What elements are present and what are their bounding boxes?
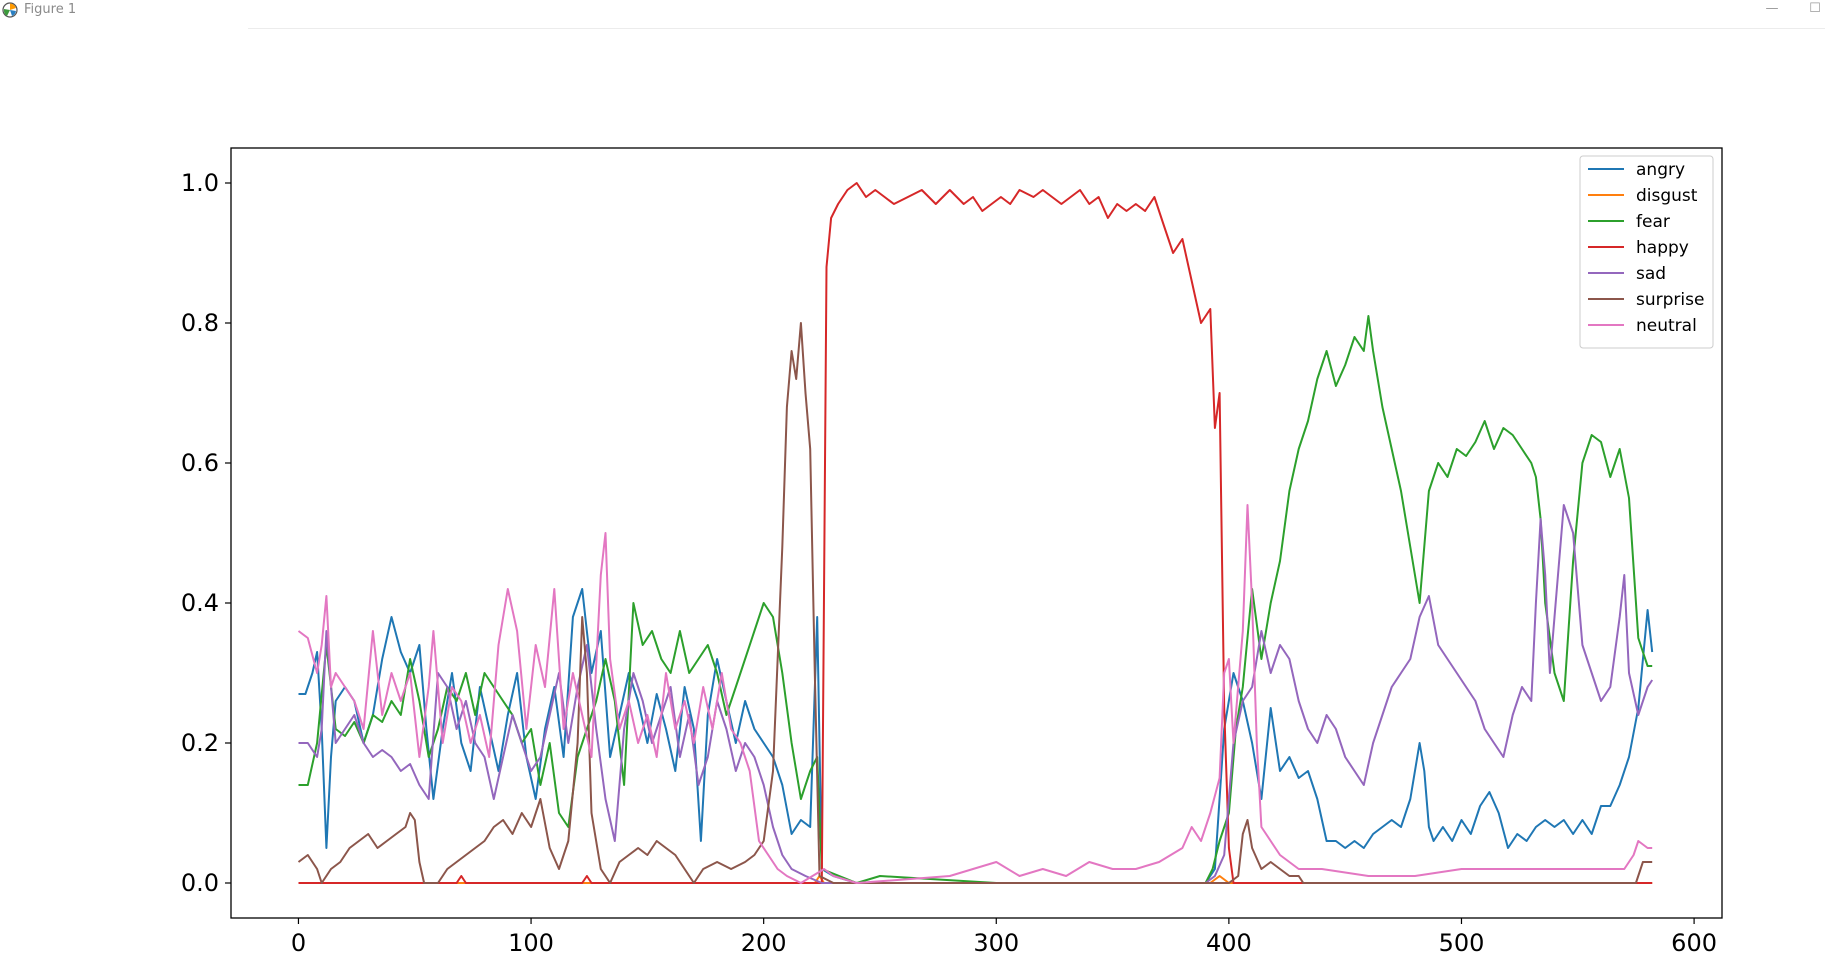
window-titlebar: Figure 1 — ☐ bbox=[0, 0, 1825, 24]
series-line-fear bbox=[298, 315, 1653, 884]
x-tick-label: 300 bbox=[973, 929, 1019, 957]
legend-entry-happy: happy bbox=[1636, 238, 1689, 258]
legend: angry disgust fear happy sad surprise neutral bbox=[1579, 155, 1714, 349]
x-tick-label: 200 bbox=[741, 929, 787, 957]
y-tick-label: 1.0 bbox=[181, 169, 219, 197]
series-line-happy bbox=[298, 182, 1653, 884]
x-tick-label: 600 bbox=[1671, 929, 1717, 957]
plot-area bbox=[230, 147, 1723, 919]
legend-entry-neutral: neutral bbox=[1636, 316, 1697, 336]
legend-entry-sad: sad bbox=[1636, 264, 1666, 284]
legend-entry-fear: fear bbox=[1636, 212, 1670, 232]
window-title: Figure 1 bbox=[24, 2, 77, 17]
y-tick-label: 0.2 bbox=[181, 729, 219, 757]
x-tick-label: 400 bbox=[1206, 929, 1252, 957]
legend-entry-angry: angry bbox=[1636, 160, 1685, 180]
legend-entry-disgust: disgust bbox=[1636, 186, 1698, 206]
series-line-angry bbox=[298, 588, 1654, 884]
y-tick-label: 0.4 bbox=[181, 589, 219, 617]
y-tick-label: 0.6 bbox=[181, 449, 219, 477]
x-axis: 0 100 200 300 400 500 600 bbox=[291, 918, 1717, 957]
series-line-neutral bbox=[297, 504, 1653, 884]
maximize-button[interactable]: ☐ bbox=[1809, 1, 1821, 16]
x-tick-label: 500 bbox=[1439, 929, 1485, 957]
toolbar-separator bbox=[248, 28, 1825, 29]
y-tick-label: 0.0 bbox=[181, 869, 219, 897]
series-line-sad bbox=[298, 504, 1654, 884]
matplotlib-logo-icon bbox=[2, 2, 18, 18]
minimize-button[interactable]: — bbox=[1765, 1, 1779, 16]
y-tick-label: 0.8 bbox=[181, 309, 219, 337]
series-lines bbox=[297, 182, 1654, 884]
y-axis: 0.0 0.2 0.4 0.6 0.8 1.0 bbox=[181, 169, 231, 897]
series-line-surprise bbox=[297, 322, 1653, 884]
x-tick-label: 0 bbox=[291, 929, 306, 957]
x-tick-label: 100 bbox=[508, 929, 554, 957]
legend-entry-surprise: surprise bbox=[1636, 290, 1704, 310]
